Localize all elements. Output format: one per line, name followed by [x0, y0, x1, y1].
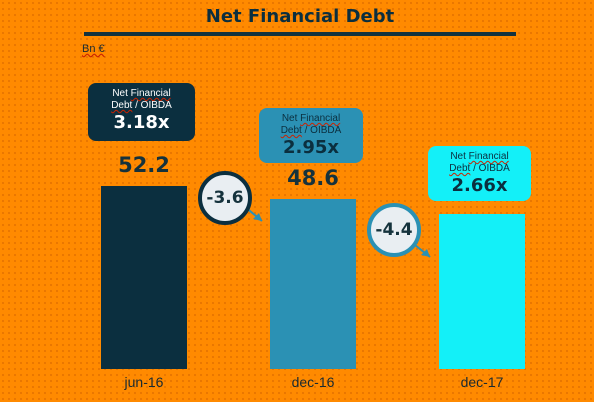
ratio-label-part: Financial: [300, 113, 341, 124]
ratio-box-2: Net Financial Debt / OIBDA 2.95x: [259, 108, 363, 163]
unit-label: Bn €: [82, 43, 105, 55]
bar-dec-16: [270, 199, 356, 369]
ratio-box-3: Net Financial Debt / OIBDA 2.66x: [428, 146, 531, 201]
chart-title: Net Financial Debt: [205, 6, 395, 27]
data-label-dec-16: 48.6: [287, 166, 339, 190]
change-badge-2: -4.4: [367, 203, 421, 257]
connector-2-arrowhead: [421, 249, 430, 257]
bar-jun-16: [101, 186, 187, 369]
title-underline: [84, 32, 516, 36]
ratio-label-part: / OIBDA: [132, 100, 172, 111]
ratio-label-part: Debt: [280, 125, 302, 136]
x-tick-label: dec-17: [460, 374, 504, 390]
ratio-box-2-label: Net Financial Debt / OIBDA: [259, 113, 363, 137]
ratio-value-2: 2.95x: [282, 137, 340, 158]
ratio-label-part: Net: [112, 88, 131, 99]
ratio-label-part: Net: [450, 151, 469, 162]
change-badge-1: -3.6: [198, 171, 252, 225]
ratio-value-1: 3.18x: [113, 112, 170, 133]
ratio-box-1: Net Financial Debt / OIBDA 3.18x: [88, 83, 195, 141]
connector-1-arrowhead: [253, 213, 262, 221]
x-tick-label: dec-16: [291, 374, 335, 390]
data-label-jun-16: 52.2: [118, 153, 170, 177]
ratio-label-part: Financial: [468, 151, 509, 162]
bar-dec-17: [439, 214, 525, 369]
ratio-label-part: Debt: [111, 100, 133, 111]
ratio-label-part: / OIBDA: [301, 125, 342, 136]
ratio-label-part: Financial: [130, 88, 171, 99]
ratio-label-part: Net: [281, 113, 301, 124]
ratio-box-3-label: Net Financial Debt / OIBDA: [428, 151, 531, 175]
ratio-value-3: 2.66x: [451, 175, 508, 196]
ratio-label-part: / OIBDA: [470, 163, 510, 174]
x-tick-label: jun-16: [124, 374, 164, 390]
ratio-label-part: Debt: [449, 163, 471, 174]
ratio-box-1-label: Net Financial Debt / OIBDA: [88, 88, 195, 112]
